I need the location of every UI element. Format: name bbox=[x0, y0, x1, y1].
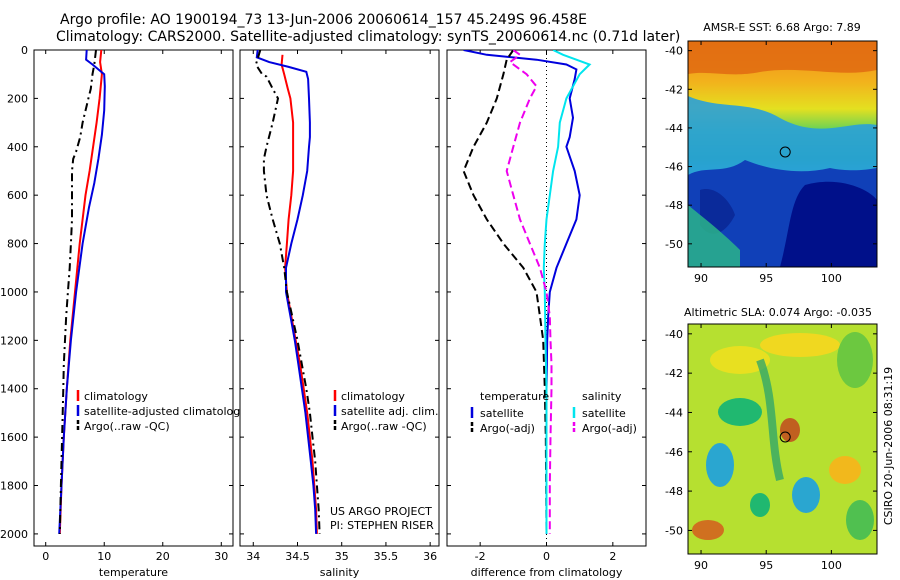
x-tick-label: 35 bbox=[335, 550, 349, 563]
x-tick-label: 95 bbox=[759, 559, 773, 572]
x-tick-label: -2 bbox=[475, 550, 486, 563]
series-line-argo-raw-qc- bbox=[254, 50, 321, 534]
y-tick-label: 0 bbox=[21, 44, 28, 57]
legend-entry: Argo(-adj) bbox=[480, 422, 535, 435]
y-tick-label: 1200 bbox=[0, 334, 28, 347]
y-tick-label: 400 bbox=[7, 141, 28, 154]
y-tick-label: -46 bbox=[665, 446, 683, 459]
x-tick-label: 0 bbox=[42, 550, 49, 563]
legend-entry: satellite-adjusted climatology bbox=[84, 405, 247, 418]
sst-map: AMSR-E SST: 6.68 Argo: 7.89 90 95 100 -40 -4… bbox=[665, 21, 878, 285]
sst-map-title: AMSR-E SST: 6.68 Argo: 7.89 bbox=[703, 21, 861, 34]
x-tick-label: 90 bbox=[694, 272, 708, 285]
x-tick-label: 20 bbox=[156, 550, 170, 563]
figure-title-line1: Argo profile: AO 1900194_73 13-Jun-2006 … bbox=[60, 12, 588, 28]
y-tick-label: 1000 bbox=[0, 286, 28, 299]
x-tick-label: 35.5 bbox=[374, 550, 399, 563]
timestamp-stamp: CSIRO 20-Jun-2006 08:31:19 bbox=[882, 367, 895, 525]
legend-entry: Argo(-adj) bbox=[582, 422, 637, 435]
x-tick-label: 0 bbox=[543, 550, 550, 563]
plot-frame bbox=[33, 49, 234, 547]
pi-credit: PI: STEPHEN RISER bbox=[330, 519, 434, 532]
x-tick-label: 10 bbox=[97, 550, 111, 563]
legend-entry: climatology bbox=[341, 390, 405, 403]
y-tick-label: -46 bbox=[665, 161, 683, 174]
argo-position-marker bbox=[779, 431, 791, 443]
x-tick-label: 95 bbox=[759, 272, 773, 285]
x-tick-label: 100 bbox=[821, 559, 842, 572]
series-line-temperature-satellite bbox=[463, 50, 581, 534]
figure-title-line2: Climatology: CARS2000. Satellite-adjuste… bbox=[56, 29, 681, 45]
series-line-salinity-satellite bbox=[542, 50, 592, 534]
sla-heatmap-field bbox=[688, 324, 877, 554]
sla-map-title: Altimetric SLA: 0.074 Argo: -0.035 bbox=[684, 306, 872, 319]
x-tick-label: 90 bbox=[694, 559, 708, 572]
y-tick-label: 200 bbox=[7, 92, 28, 105]
plot-frame bbox=[239, 49, 440, 547]
y-tick-label: 1600 bbox=[0, 431, 28, 444]
temperature-panel: 0 10 20 30 0 200 400 600 800 1000 1200 1400 1600 1800… bbox=[0, 44, 247, 579]
difference-panel: -2 0 2 difference from climatology temperatu… bbox=[446, 49, 647, 579]
y-tick-label: -42 bbox=[665, 83, 683, 96]
y-tick-label: -50 bbox=[665, 524, 683, 537]
sla-map: Altimetric SLA: 0.074 Argo: -0.035 90 95 1… bbox=[665, 306, 878, 572]
series-line-temperature-argo-adj- bbox=[462, 50, 548, 534]
y-tick-label: -44 bbox=[665, 406, 683, 419]
legend-entry: climatology bbox=[84, 390, 148, 403]
x-axis-label: temperature bbox=[99, 566, 168, 579]
y-tick-label: -40 bbox=[665, 328, 683, 341]
x-axis-label: difference from climatology bbox=[471, 566, 623, 579]
y-tick-label: 800 bbox=[7, 238, 28, 251]
y-tick-label: -48 bbox=[665, 199, 683, 212]
project-credit: US ARGO PROJECT bbox=[330, 505, 432, 518]
y-tick-label: -42 bbox=[665, 367, 683, 380]
y-tick-label: 2000 bbox=[0, 528, 28, 541]
legend-entry: satellite bbox=[582, 407, 626, 420]
x-tick-label: 36 bbox=[423, 550, 437, 563]
series-line-argo-raw-qc- bbox=[58, 50, 97, 534]
y-tick-label: 1800 bbox=[0, 480, 28, 493]
x-tick-label: 34.5 bbox=[285, 550, 310, 563]
x-tick-label: 100 bbox=[821, 272, 842, 285]
legend-entry: Argo(..raw -QC) bbox=[341, 420, 427, 433]
legend-group-heading: salinity bbox=[582, 390, 622, 403]
argo-position-marker bbox=[779, 146, 791, 158]
series-line-satellite-adj-clim- bbox=[255, 50, 318, 534]
sst-heatmap-field bbox=[688, 41, 877, 267]
x-tick-label: 30 bbox=[214, 550, 228, 563]
y-tick-label: -50 bbox=[665, 238, 683, 251]
series-line-satellite-adjusted-climatology bbox=[58, 50, 106, 534]
y-tick-label: -44 bbox=[665, 122, 683, 135]
x-tick-label: 34 bbox=[246, 550, 260, 563]
x-axis-label: salinity bbox=[320, 566, 360, 579]
legend-group-heading: temperature bbox=[480, 390, 549, 403]
x-tick-label: 2 bbox=[609, 550, 616, 563]
series-line-salinity-argo-adj- bbox=[505, 50, 553, 534]
legend-entry: Argo(..raw -QC) bbox=[84, 420, 170, 433]
y-tick-label: 1400 bbox=[0, 383, 28, 396]
legend-entry: satellite adj. clim. bbox=[341, 405, 438, 418]
legend-entry: satellite bbox=[480, 407, 524, 420]
y-tick-label: -40 bbox=[665, 45, 683, 58]
y-tick-label: 600 bbox=[7, 189, 28, 202]
y-tick-label: -48 bbox=[665, 485, 683, 498]
salinity-panel: 34 34.5 35 35.5 36 salinity climatology satelli… bbox=[239, 49, 440, 579]
